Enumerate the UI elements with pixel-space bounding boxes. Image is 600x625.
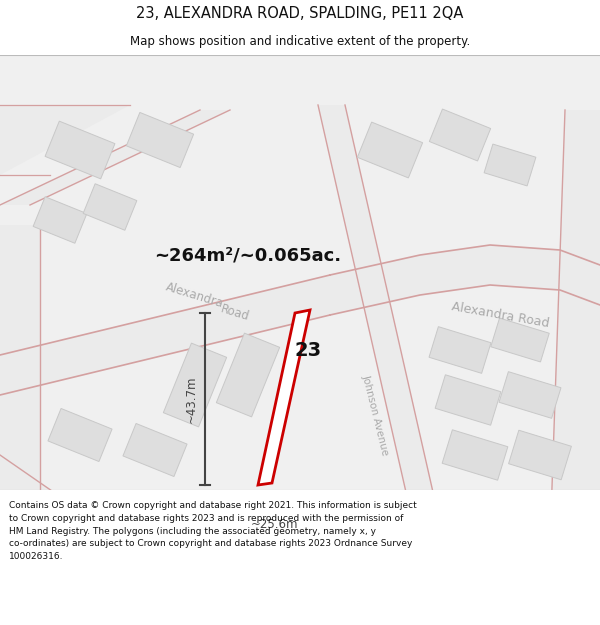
Polygon shape bbox=[0, 225, 40, 545]
Polygon shape bbox=[45, 121, 115, 179]
Text: 23: 23 bbox=[295, 341, 322, 359]
Polygon shape bbox=[484, 144, 536, 186]
Polygon shape bbox=[550, 110, 600, 545]
Polygon shape bbox=[48, 409, 112, 461]
Polygon shape bbox=[83, 184, 137, 230]
Text: Alexandra: Alexandra bbox=[164, 280, 226, 310]
Polygon shape bbox=[435, 375, 501, 425]
Polygon shape bbox=[0, 110, 230, 205]
Text: Alexandra Road: Alexandra Road bbox=[450, 300, 550, 330]
Polygon shape bbox=[430, 109, 491, 161]
Polygon shape bbox=[429, 327, 491, 373]
Text: Map shows position and indicative extent of the property.: Map shows position and indicative extent… bbox=[130, 35, 470, 48]
Text: Road: Road bbox=[219, 302, 251, 324]
Polygon shape bbox=[217, 333, 280, 417]
Polygon shape bbox=[442, 430, 508, 480]
Text: 23, ALEXANDRA ROAD, SPALDING, PE11 2QA: 23, ALEXANDRA ROAD, SPALDING, PE11 2QA bbox=[136, 6, 464, 21]
Text: Johnson Avenue: Johnson Avenue bbox=[360, 374, 390, 456]
Polygon shape bbox=[318, 105, 445, 545]
Text: ~25.6m: ~25.6m bbox=[251, 518, 299, 531]
Polygon shape bbox=[258, 310, 310, 485]
Polygon shape bbox=[163, 343, 227, 427]
Polygon shape bbox=[0, 55, 600, 490]
Polygon shape bbox=[0, 455, 130, 545]
Text: Contains OS data © Crown copyright and database right 2021. This information is : Contains OS data © Crown copyright and d… bbox=[9, 501, 417, 561]
Text: ~43.7m: ~43.7m bbox=[185, 375, 197, 423]
Polygon shape bbox=[509, 430, 571, 480]
Polygon shape bbox=[491, 318, 549, 362]
Polygon shape bbox=[499, 372, 561, 418]
Polygon shape bbox=[0, 105, 130, 175]
Polygon shape bbox=[33, 197, 87, 243]
Polygon shape bbox=[127, 112, 194, 168]
Polygon shape bbox=[358, 122, 422, 178]
Polygon shape bbox=[123, 424, 187, 476]
Polygon shape bbox=[0, 275, 330, 395]
Polygon shape bbox=[330, 245, 600, 315]
Text: ~264m²/~0.065ac.: ~264m²/~0.065ac. bbox=[154, 246, 341, 264]
